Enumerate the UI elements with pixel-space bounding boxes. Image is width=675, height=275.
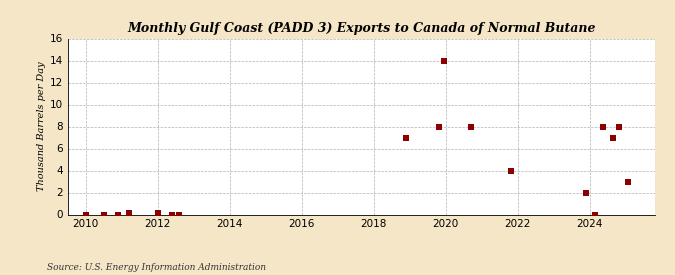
Point — [173, 212, 184, 217]
Title: Monthly Gulf Coast (PADD 3) Exports to Canada of Normal Butane: Monthly Gulf Coast (PADD 3) Exports to C… — [127, 21, 595, 35]
Point — [152, 211, 163, 216]
Point — [622, 179, 633, 184]
Point — [466, 124, 477, 129]
Point — [167, 212, 178, 217]
Point — [614, 124, 625, 129]
Point — [401, 135, 412, 140]
Text: Source: U.S. Energy Information Administration: Source: U.S. Energy Information Administ… — [47, 263, 266, 272]
Point — [581, 190, 592, 195]
Point — [506, 168, 516, 173]
Point — [597, 124, 608, 129]
Point — [608, 135, 619, 140]
Point — [113, 212, 124, 217]
Point — [80, 212, 91, 217]
Point — [98, 212, 109, 217]
Point — [433, 124, 444, 129]
Point — [590, 212, 601, 217]
Point — [439, 58, 450, 63]
Point — [124, 211, 134, 216]
Y-axis label: Thousand Barrels per Day: Thousand Barrels per Day — [37, 62, 46, 191]
